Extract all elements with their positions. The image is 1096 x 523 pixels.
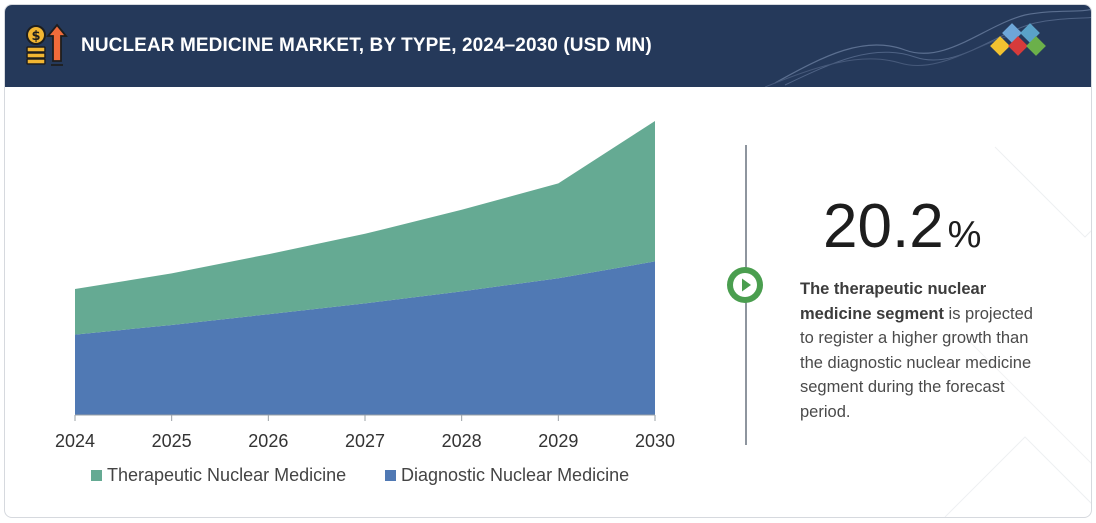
header-bar: $ NUCLEAR MEDICINE MARKET, BY TYPE, 2024… <box>5 5 1091 87</box>
x-tick-label: 2029 <box>538 431 578 451</box>
play-button[interactable] <box>727 267 763 303</box>
x-tick-label: 2025 <box>152 431 192 451</box>
x-tick-label: 2026 <box>248 431 288 451</box>
x-tick-label: 2024 <box>55 431 95 451</box>
chart-title: NUCLEAR MEDICINE MARKET, BY TYPE, 2024–2… <box>81 35 652 56</box>
x-tick-label: 2028 <box>442 431 482 451</box>
decorative-wave-lines <box>765 8 1091 87</box>
description-rest: is projected to register a higher growth… <box>800 304 1033 421</box>
growth-rate-value: 20.2% <box>823 191 981 262</box>
brand-logo-icon <box>990 23 1046 56</box>
legend-swatch <box>385 470 396 481</box>
x-tick-label: 2027 <box>345 431 385 451</box>
infographic-card: $ NUCLEAR MEDICINE MARKET, BY TYPE, 2024… <box>4 4 1092 518</box>
stacked-area-chart: 2024 2025 2026 2027 2028 2029 2030 Therapeutic … <box>55 121 675 485</box>
background-decoration <box>944 146 1091 517</box>
area-therapeutic-nuclear-medicine <box>75 121 655 335</box>
description-bold: The therapeutic nuclear medicine segment <box>800 280 987 323</box>
area-diagnostic-nuclear-medicine <box>75 261 655 415</box>
play-icon <box>733 273 757 297</box>
x-tick-label: 2030 <box>635 431 675 451</box>
growth-description: The therapeutic nuclear medicine segment… <box>800 277 1050 424</box>
money-growth-icon: $ <box>26 23 68 66</box>
legend-label: Therapeutic Nuclear Medicine <box>107 465 346 485</box>
growth-rate-number: 20.2 <box>823 192 944 261</box>
legend-swatch <box>91 470 102 481</box>
svg-text:$: $ <box>31 29 40 44</box>
legend-label: Diagnostic Nuclear Medicine <box>401 465 629 485</box>
growth-rate-unit: % <box>947 214 982 256</box>
